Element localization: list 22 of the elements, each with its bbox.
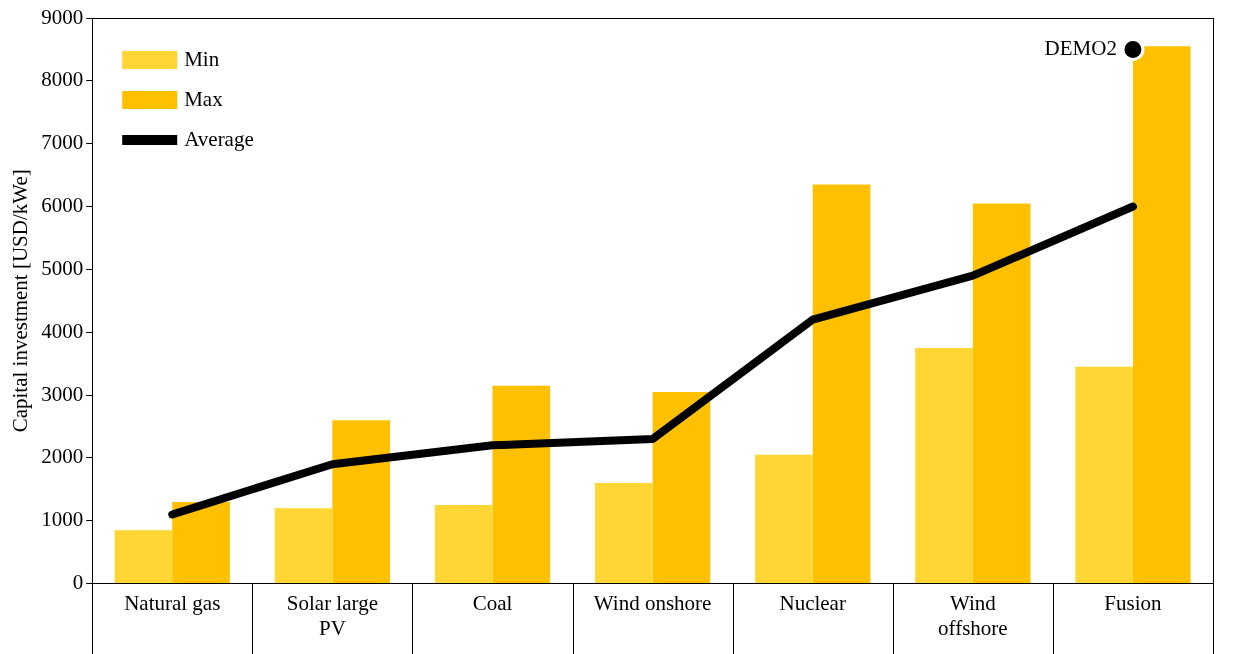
legend-label: Max xyxy=(184,86,224,111)
y-axis-title: Capital investment [USD/kWe] xyxy=(8,169,33,433)
x-tick-label: Coal xyxy=(472,590,513,615)
y-tick-label: 8000 xyxy=(41,67,84,92)
legend-label: Min xyxy=(184,46,220,71)
x-tick-label: Fusion xyxy=(1104,590,1163,615)
y-tick-label: 2000 xyxy=(41,444,84,469)
y-tick-label: 5000 xyxy=(41,255,84,280)
y-tick-label: 7000 xyxy=(41,130,84,155)
legend-label: Average xyxy=(184,126,254,151)
x-tick-label: Nuclear xyxy=(779,590,846,615)
x-tick-label: Natural gas xyxy=(124,590,221,615)
x-tick-label: Wind onshore xyxy=(593,590,712,615)
y-tick-label: 6000 xyxy=(41,193,84,218)
y-tick-label: 3000 xyxy=(41,381,84,406)
y-tick-label: 0 xyxy=(72,570,84,595)
x-tick-label: Solar large PV xyxy=(286,590,378,640)
y-tick-label: 4000 xyxy=(41,318,84,343)
y-tick-label: 9000 xyxy=(41,4,84,29)
y-tick-label: 1000 xyxy=(41,507,84,532)
annotation: DEMO2 xyxy=(1044,35,1117,60)
x-tick-label: Wind offshore xyxy=(938,590,1008,640)
